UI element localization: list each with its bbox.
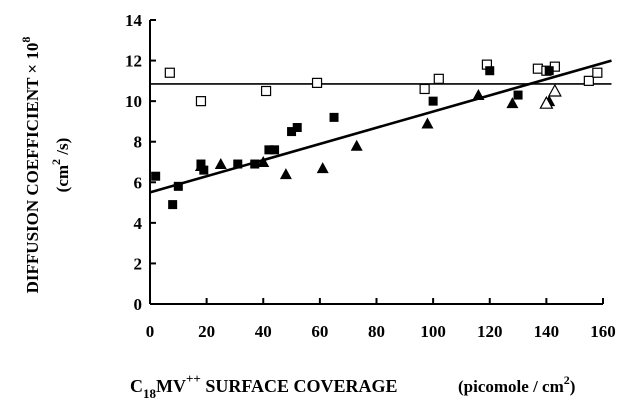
filled-triangle-point <box>421 117 434 129</box>
regression-fit-line <box>149 59 612 194</box>
filled-triangle-point <box>257 156 270 167</box>
x-axis-title: C18MV++ SURFACE COVERAGE <box>130 371 398 401</box>
open-square-point <box>532 63 543 74</box>
plot-area <box>149 20 612 305</box>
x-tick-label: 40 <box>255 322 272 341</box>
y-tick-label: 2 <box>134 254 143 273</box>
open-square-point <box>164 67 175 78</box>
open-square-point <box>419 83 430 95</box>
filled-triangle-point <box>316 162 329 174</box>
x-tick-label: 100 <box>420 322 446 341</box>
open-square-point <box>260 85 272 97</box>
y-tick-label: 10 <box>125 92 142 111</box>
x-axis-units: (picomole / cm2) <box>458 373 575 396</box>
x-tick-label: 160 <box>590 322 616 341</box>
filled-square-point <box>329 112 339 122</box>
y-axis-units: (cm2 /s) <box>49 138 72 193</box>
filled-square-point <box>292 123 302 133</box>
filled-triangle-point <box>279 168 292 180</box>
filled-square-point <box>287 127 297 137</box>
y-tick-label: 8 <box>134 133 143 152</box>
filled-triangle-point <box>350 139 363 151</box>
filled-triangle-point <box>194 160 207 172</box>
x-tick-label: 80 <box>368 322 385 341</box>
open-square-point <box>195 96 207 107</box>
filled-square-point <box>173 181 183 191</box>
open-triangle-point <box>539 95 554 109</box>
x-tick-label: 60 <box>311 322 328 341</box>
x-tick-label: 0 <box>146 322 155 341</box>
y-axis-title: DIFFUSION COEFFICIENT × 108 <box>19 37 42 294</box>
filled-square-point <box>485 66 495 76</box>
y-tick-label: 6 <box>134 173 143 192</box>
filled-square-point <box>168 200 178 210</box>
x-tick-label: 120 <box>477 322 503 341</box>
y-axis-ticks: 0 2 4 6 8 10 12 14 <box>125 11 156 314</box>
y-tick-label: 12 <box>125 52 142 71</box>
x-axis-ticks: 0 20 40 60 80 100 120 140 160 <box>146 298 616 341</box>
filled-triangle-point <box>506 97 519 109</box>
y-tick-label: 4 <box>134 214 143 233</box>
y-tick-label: 0 <box>134 295 143 314</box>
filled-square-point <box>428 96 438 106</box>
filled-square-point <box>233 159 243 169</box>
x-tick-label: 140 <box>534 322 560 341</box>
open-square-point <box>592 67 603 78</box>
open-square-point <box>311 77 323 88</box>
open-square-point <box>433 73 444 84</box>
open-triangle-point <box>547 83 562 97</box>
filled-square-point <box>513 90 523 100</box>
x-tick-label: 20 <box>198 322 215 341</box>
filled-triangle-point <box>214 158 227 170</box>
filled-square-point <box>151 171 161 181</box>
filled-square-point <box>264 145 274 155</box>
filled-square-point <box>270 145 280 155</box>
filled-square-point <box>544 66 554 76</box>
y-tick-label: 14 <box>125 11 143 30</box>
open-square-point <box>583 75 594 86</box>
filled-triangle-point <box>472 89 485 101</box>
filled-square-point <box>250 159 260 169</box>
